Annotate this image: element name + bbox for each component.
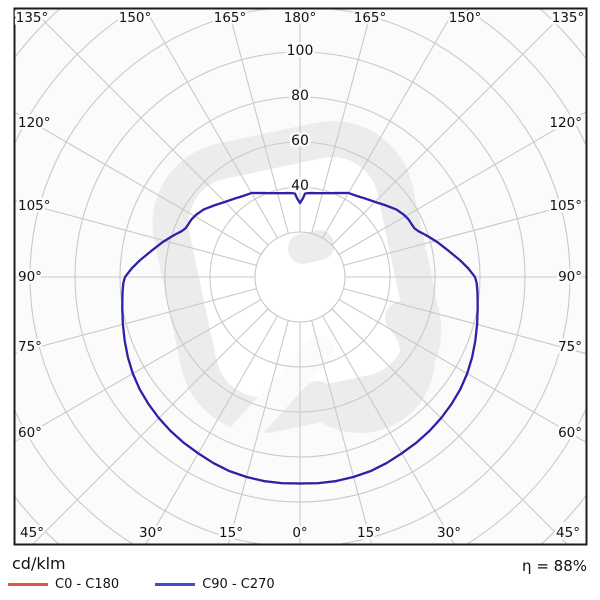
grid-spoke (311, 9, 373, 234)
angle-label: 75° (558, 339, 582, 355)
legend-line-c90-c270 (155, 583, 196, 586)
angle-label: 75° (18, 339, 42, 355)
angle-label: 90° (558, 269, 582, 285)
grid-spoke (15, 299, 262, 442)
grid-spoke (31, 9, 269, 246)
legend-label-c90-c270: C90 - C270 (202, 577, 275, 592)
radial-label: 100 (287, 43, 314, 59)
angle-label: 120° (18, 115, 51, 131)
watermark-logo (152, 121, 442, 446)
angle-label: 30° (437, 525, 461, 541)
angle-label: 150° (119, 10, 152, 26)
angle-label: 15° (357, 525, 381, 541)
angle-label: 165° (354, 10, 387, 26)
grid-spoke (331, 308, 568, 544)
radial-label: 80 (291, 88, 309, 104)
angle-label: 0° (292, 525, 307, 541)
legend: C0 - C180 C90 - C270 (8, 577, 311, 592)
angle-label: 105° (549, 198, 582, 214)
angle-label: 105° (18, 198, 51, 214)
grid-spoke (322, 9, 456, 239)
grid-spoke (343, 199, 586, 266)
grid-spoke (343, 288, 586, 355)
grid-spoke (144, 9, 278, 239)
angle-label: 45° (20, 525, 44, 541)
angle-label: 90° (18, 269, 42, 285)
radial-label: 60 (291, 133, 309, 149)
grid-spoke (322, 315, 455, 544)
angle-label: 45° (556, 525, 580, 541)
angle-label: 120° (549, 115, 582, 131)
angle-label: 180° (284, 10, 317, 26)
angle-label: 135° (552, 10, 585, 26)
angle-label: 60° (18, 425, 42, 441)
grid-spoke (145, 315, 278, 544)
grid-spoke (15, 288, 257, 354)
grid-spoke (338, 299, 586, 443)
angle-label: 135° (16, 10, 49, 26)
legend-label-c0-c180: C0 - C180 (55, 577, 120, 592)
angle-label: 150° (449, 10, 482, 26)
grid-spoke (311, 320, 372, 544)
angle-label: 30° (139, 525, 163, 541)
grid-spoke (15, 200, 257, 266)
grid-spoke (331, 9, 569, 246)
angle-label: 15° (219, 525, 243, 541)
radial-label: 40 (291, 178, 309, 194)
grid-spoke (338, 111, 586, 255)
grid-spoke (15, 112, 262, 255)
grid-spoke (228, 320, 289, 544)
grid-spoke (227, 9, 289, 234)
grid-spoke (32, 308, 269, 544)
chart-frame (13, 7, 588, 546)
legend-line-c0-c180 (8, 583, 48, 586)
angle-label: 60° (558, 425, 582, 441)
unit-label: cd/klm (12, 554, 66, 573)
curve-c90-c270 (121, 191, 479, 485)
angle-label: 165° (214, 10, 247, 26)
efficiency-value: η = 88% (522, 557, 587, 575)
